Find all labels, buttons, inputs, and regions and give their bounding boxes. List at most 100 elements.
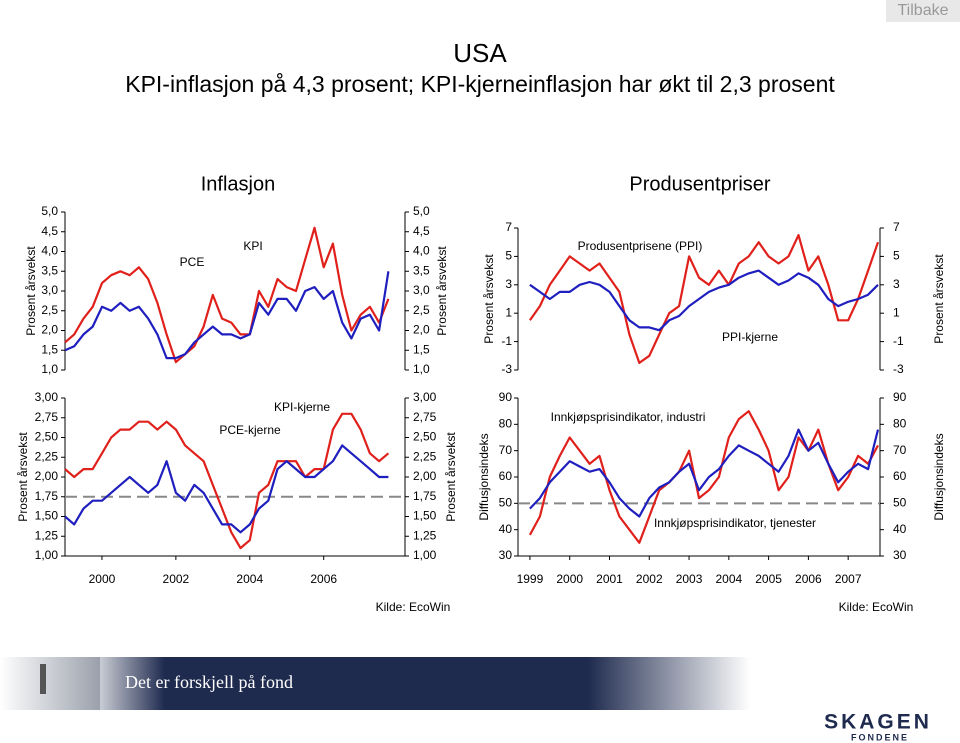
line-series [529,269,879,332]
brand: SKAGEN [824,711,932,734]
y2-tick-label: 1,50 [413,509,437,523]
x-tick-label: 2004 [715,572,742,586]
x-tick-label: 2002 [163,572,190,586]
y2-tick-label: 90 [893,390,907,404]
y2-tick-label: 30 [893,548,907,562]
y2-tick-label: 50 [893,496,907,510]
y2-tick-label: -3 [893,362,904,376]
y2-tick-label: 4,5 [413,224,430,238]
y-axis-label: Prosent årsvekst [482,254,496,344]
x-tick-label: 1999 [517,572,544,586]
y2-tick-label: 60 [893,469,907,483]
series-label: Produsentprisene (PPI) [578,239,703,253]
x-tick-label: 2005 [755,572,782,586]
y2-tick-label: -1 [893,334,904,348]
line-series [64,271,390,360]
y-axis-label: Prosent årsvekst [16,432,30,522]
series-label: Innkjøpsprisindikator, industri [551,410,706,424]
y-tick-label: 2,25 [35,449,59,463]
back-label[interactable]: Tilbake [898,2,949,19]
line-series [64,226,390,364]
title: USA [453,38,507,68]
x-tick-label: 2007 [835,572,862,586]
back-button[interactable]: Tilbake [886,0,960,22]
series-label: KPI [243,239,262,253]
x-tick-label: 2000 [89,572,116,586]
y-tick-label: 1,0 [41,362,58,376]
y-tick-label: 1,50 [35,509,59,523]
lighthouse [40,664,46,694]
y2-tick-label: 1,0 [413,362,430,376]
y-tick-label: 2,0 [41,323,58,337]
source: Kilde: EcoWin [839,600,914,614]
y2-tick-label: 2,0 [413,323,430,337]
y-tick-label: 2,00 [35,469,59,483]
x-tick-label: 2002 [636,572,663,586]
y-tick-label: 1,25 [35,528,59,542]
x-tick-label: 2003 [676,572,703,586]
y2-tick-label: 3,00 [413,390,437,404]
y-tick-label: 2,50 [35,430,59,444]
y-tick-label: 3,0 [41,283,58,297]
y2-tick-label: 7 [893,220,900,234]
back-button-bg[interactable] [886,0,960,22]
y2-axis-label: Diffusjonsindeks [932,433,946,520]
line-series [529,428,880,518]
y-tick-label: 1,5 [41,342,58,356]
y-tick-label: 60 [499,469,513,483]
x-tick-label: 2000 [556,572,583,586]
y-tick-label: 30 [499,548,513,562]
y2-tick-label: 3,0 [413,283,430,297]
line-series [528,410,879,544]
y2-tick-label: 2,75 [413,410,437,424]
line-series [64,412,390,550]
y2-tick-label: 3 [893,277,900,291]
y2-tick-label: 2,25 [413,449,437,463]
line-series [529,234,880,364]
y2-tick-label: 4,0 [413,244,430,258]
y2-axis-label: Prosent årsvekst [932,254,946,344]
y2-tick-label: 2,5 [413,303,430,317]
y-tick-label: 80 [499,417,513,431]
slogan: Det er forskjell på fond [125,672,293,692]
y-tick-label: 7 [505,220,512,234]
source: Kilde: EcoWin [376,600,451,614]
y-tick-label: 1 [505,305,512,319]
x-tick-label: 2006 [795,572,822,586]
y2-tick-label: 2,00 [413,469,437,483]
section-title: Inflasjon [201,173,276,195]
y-tick-label: 50 [499,496,513,510]
y-tick-label: 2,5 [41,303,58,317]
y2-tick-label: 3,5 [413,263,430,277]
series-label: KPI-kjerne [274,400,330,414]
footer-band [100,657,750,710]
section-title: Produsentpriser [629,173,771,195]
subtitle: KPI-inflasjon på 4,3 prosent; KPI-kjerne… [125,71,835,97]
y-tick-label: 1,75 [35,489,59,503]
y-tick-label: 4,5 [41,224,58,238]
series-label: Innkjøpsprisindikator, tjenester [654,516,816,530]
footer-photo [0,657,100,710]
y-tick-label: 3,5 [41,263,58,277]
x-tick-label: 2001 [596,572,623,586]
y-tick-label: 5 [505,249,512,263]
y-tick-label: 3,00 [35,390,59,404]
brand-sub: FONDENE [851,732,909,742]
y-axis-label: Prosent årsvekst [24,246,38,336]
y2-tick-label: 40 [893,522,907,536]
y-tick-label: 1,00 [35,548,59,562]
y2-axis-label: Prosent årsvekst [444,432,458,522]
y-tick-label: 4,0 [41,244,58,258]
y-tick-label: -1 [501,334,512,348]
y-tick-label: 5,0 [41,204,58,218]
y2-tick-label: 1,75 [413,489,437,503]
y-tick-label: 40 [499,522,513,536]
y-tick-label: 70 [499,443,513,457]
x-tick-label: 2006 [310,572,337,586]
y2-tick-label: 1,25 [413,528,437,542]
y-axis-label: Diffusjonsindeks [477,433,491,520]
series-label: PCE-kjerne [219,423,281,437]
y2-tick-label: 5,0 [413,204,430,218]
y2-tick-label: 2,50 [413,430,437,444]
